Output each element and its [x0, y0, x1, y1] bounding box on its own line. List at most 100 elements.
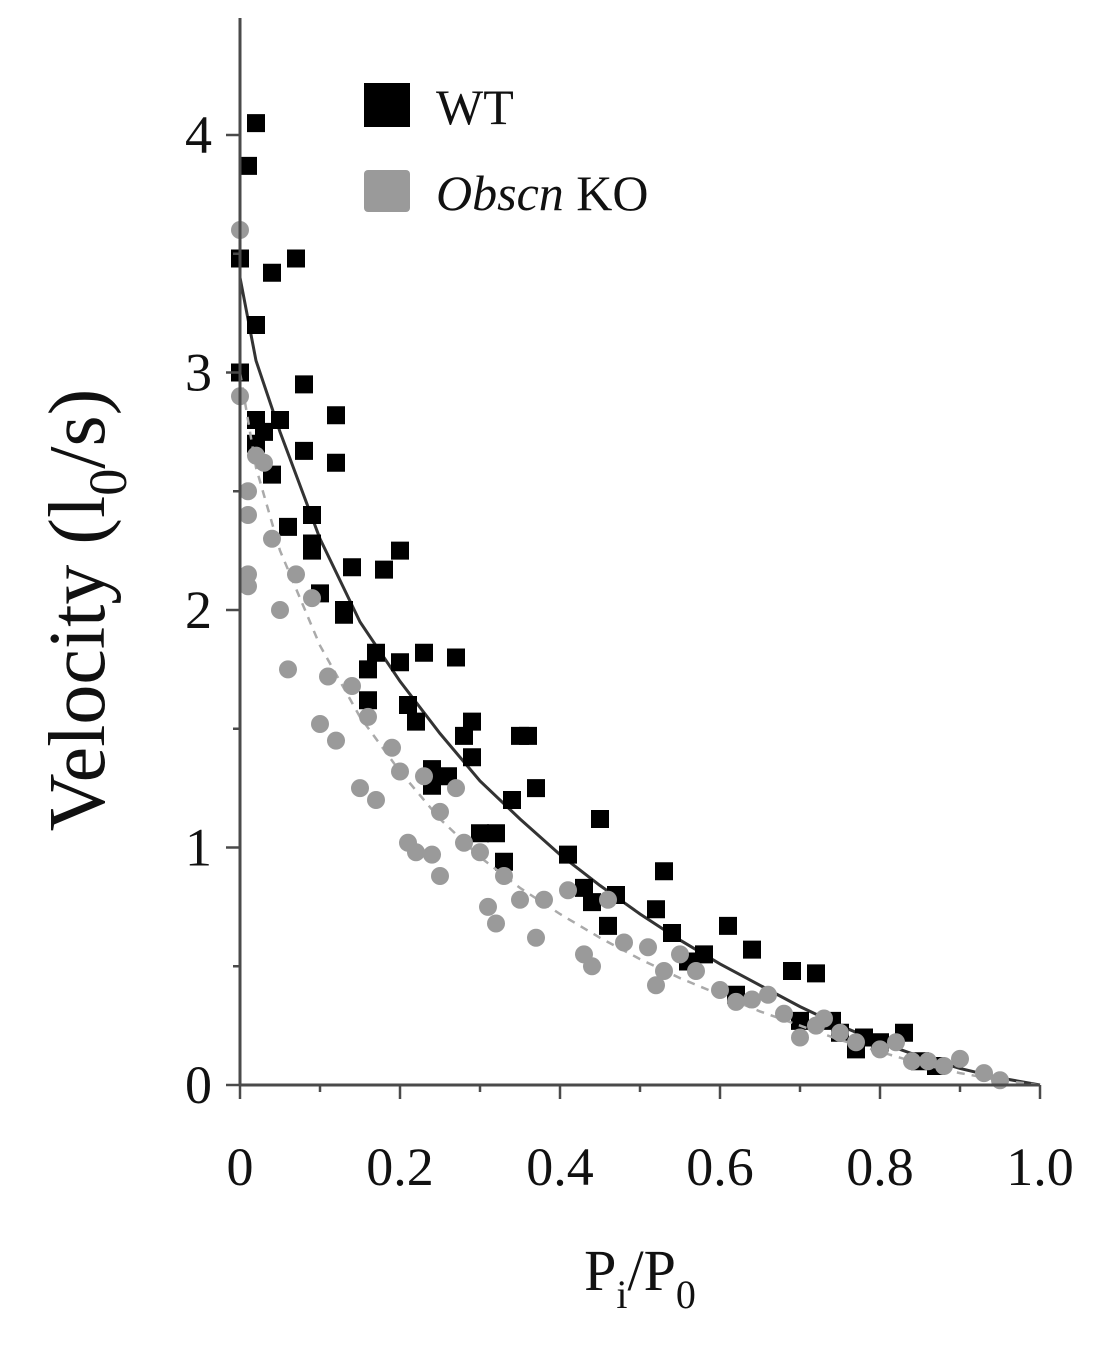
data-point	[407, 843, 425, 862]
data-point	[807, 964, 825, 983]
data-point	[743, 990, 761, 1009]
data-point	[495, 867, 513, 885]
legend-swatch-wt	[364, 83, 410, 127]
data-point	[791, 1028, 809, 1047]
legend-swatch-ko	[364, 170, 410, 212]
data-point	[647, 900, 665, 919]
x-tick-label: 0.8	[846, 1137, 914, 1197]
data-point	[271, 601, 289, 619]
plot-data	[231, 114, 1041, 1090]
data-point	[903, 1052, 921, 1071]
data-point	[471, 843, 489, 862]
data-point	[255, 453, 273, 472]
data-point	[399, 696, 417, 714]
data-point	[847, 1033, 865, 1052]
data-point	[599, 890, 617, 909]
data-point	[367, 643, 385, 662]
data-point	[343, 677, 361, 695]
y-tick-label: 1	[185, 818, 212, 878]
legend: WT Obscn KO	[364, 79, 648, 221]
data-point	[535, 890, 553, 909]
data-point	[479, 897, 497, 916]
axis-labels: Pi/P0 Velocity (l0/s)	[34, 389, 696, 1317]
data-point	[327, 731, 345, 750]
data-point	[303, 506, 321, 524]
data-point	[327, 453, 345, 472]
legend-label-ko: Obscn KO	[436, 165, 648, 221]
data-point	[527, 928, 545, 947]
data-point	[407, 712, 425, 731]
data-point	[263, 529, 281, 548]
data-point	[351, 779, 369, 798]
data-point	[583, 893, 601, 912]
y-axis-label: Velocity (l0/s)	[34, 389, 138, 831]
data-point	[455, 833, 473, 852]
y-tick-label: 3	[185, 343, 212, 403]
data-point	[655, 962, 673, 980]
y-tick-label: 0	[185, 1055, 212, 1115]
data-point	[471, 824, 489, 843]
data-point	[279, 660, 297, 679]
data-point	[303, 541, 321, 560]
data-point	[663, 924, 681, 942]
legend-label-wt: WT	[436, 79, 514, 135]
data-point	[359, 660, 377, 679]
x-tick-label: 1.0	[1006, 1137, 1074, 1197]
data-point	[951, 1049, 969, 1068]
data-point	[391, 653, 409, 672]
y-tick-label: 4	[185, 105, 212, 165]
data-point	[511, 890, 529, 909]
data-point	[343, 558, 361, 577]
data-point	[335, 601, 353, 619]
series-ko	[231, 221, 1041, 1090]
data-point	[295, 441, 313, 460]
data-point	[239, 156, 257, 175]
data-point	[311, 715, 329, 733]
data-point	[487, 914, 505, 933]
data-point	[303, 589, 321, 608]
data-point	[559, 845, 577, 864]
data-point	[455, 726, 473, 745]
data-point	[247, 114, 265, 133]
data-point	[655, 862, 673, 881]
data-point	[759, 985, 777, 1004]
data-point	[431, 867, 449, 885]
fit-curve	[238, 372, 1041, 1087]
data-point	[447, 779, 465, 798]
data-point	[487, 824, 505, 843]
y-tick-label: 2	[185, 580, 212, 640]
data-point	[975, 1064, 993, 1083]
data-point	[391, 541, 409, 560]
data-point	[415, 643, 433, 662]
data-point	[383, 738, 401, 757]
data-point	[727, 992, 745, 1011]
data-point	[375, 560, 393, 579]
data-point	[247, 316, 265, 334]
x-tick-label: 0.2	[366, 1137, 434, 1197]
data-point	[743, 940, 761, 959]
data-point	[791, 1011, 809, 1030]
data-point	[591, 810, 609, 828]
data-point	[415, 767, 433, 786]
data-point	[255, 422, 273, 441]
data-point	[711, 981, 729, 999]
data-point	[615, 933, 633, 952]
data-point	[919, 1052, 937, 1071]
data-point	[271, 411, 289, 429]
data-point	[287, 565, 305, 584]
series-wt	[231, 114, 1041, 1087]
axes: 0 1 2 3 4 0 0.2 0.4 0.6 0.8 1.0	[185, 18, 1074, 1197]
data-point	[775, 1004, 793, 1023]
data-point	[519, 726, 537, 745]
data-point	[295, 375, 313, 394]
data-point	[559, 881, 577, 900]
data-point	[239, 577, 257, 596]
data-point	[391, 762, 409, 781]
data-point	[887, 1033, 905, 1052]
data-point	[647, 976, 665, 995]
data-point	[239, 482, 257, 501]
data-point	[599, 916, 617, 935]
data-point	[367, 791, 385, 809]
x-tick-label: 0	[227, 1137, 254, 1197]
